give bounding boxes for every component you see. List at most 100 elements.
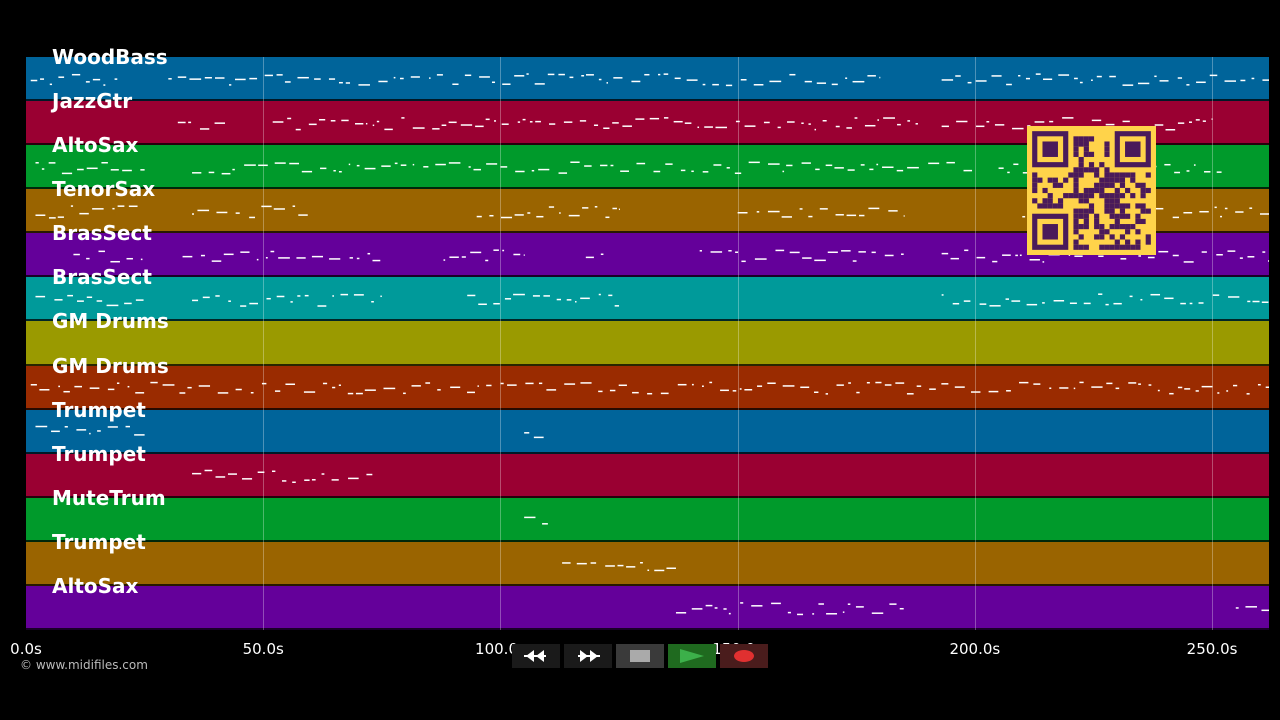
note-mark xyxy=(735,120,740,123)
note-mark xyxy=(647,569,650,572)
note-mark xyxy=(1209,74,1218,77)
note-mark xyxy=(549,123,556,125)
note-mark xyxy=(1033,383,1041,385)
note-mark xyxy=(1227,250,1236,252)
note-mark xyxy=(443,259,446,261)
track-label: WoodBass xyxy=(52,45,168,69)
note-mark xyxy=(590,562,597,564)
note-mark xyxy=(563,121,573,123)
note-mark xyxy=(1189,121,1192,123)
note-mark xyxy=(401,117,405,119)
stop-button[interactable] xyxy=(616,644,664,668)
note-mark xyxy=(460,124,473,126)
qr-code-icon[interactable] xyxy=(1027,126,1156,255)
note-mark xyxy=(876,163,879,166)
note-mark xyxy=(950,257,959,260)
play-button[interactable] xyxy=(668,644,716,668)
note-mark xyxy=(598,293,601,296)
note-mark xyxy=(322,382,328,385)
note-mark xyxy=(425,382,431,384)
note-mark xyxy=(680,169,686,172)
note-mark xyxy=(187,386,192,389)
note-mark xyxy=(582,207,589,209)
fast-forward-button[interactable] xyxy=(564,644,612,668)
note-mark xyxy=(500,382,504,385)
note-mark xyxy=(77,168,84,171)
note-mark xyxy=(353,294,364,296)
note-mark xyxy=(1247,256,1255,258)
note-mark xyxy=(640,561,643,564)
note-mark xyxy=(393,76,396,79)
note-mark xyxy=(593,124,599,126)
note-mark xyxy=(875,381,882,384)
note-mark xyxy=(507,384,517,386)
note-mark xyxy=(501,123,509,125)
note-mark xyxy=(1042,302,1045,304)
note-mark xyxy=(122,169,132,172)
track-lane xyxy=(26,277,1269,322)
note-mark xyxy=(114,78,118,80)
track-lane xyxy=(26,57,1269,102)
note-mark xyxy=(192,172,202,174)
note-mark xyxy=(410,76,420,78)
note-mark xyxy=(836,384,844,386)
note-mark xyxy=(1180,302,1186,305)
note-mark xyxy=(576,562,587,565)
note-mark xyxy=(304,294,309,297)
note-mark xyxy=(804,80,812,83)
note-mark xyxy=(606,82,609,84)
note-mark xyxy=(608,294,613,297)
note-mark xyxy=(660,392,669,395)
note-mark xyxy=(412,163,415,166)
note-mark xyxy=(740,602,744,604)
note-mark xyxy=(281,480,287,482)
note-mark xyxy=(715,126,727,129)
note-mark xyxy=(67,294,74,297)
note-mark xyxy=(801,162,811,164)
note-mark xyxy=(486,384,492,387)
note-mark xyxy=(258,164,268,167)
note-mark xyxy=(644,73,650,76)
note-mark xyxy=(1235,211,1244,213)
note-mark xyxy=(340,293,349,296)
note-mark xyxy=(162,384,175,386)
note-layer xyxy=(30,73,1269,616)
note-mark xyxy=(365,122,368,125)
note-mark xyxy=(1073,387,1076,390)
note-mark xyxy=(1025,77,1031,80)
note-mark xyxy=(1177,122,1185,124)
note-mark xyxy=(1019,254,1022,257)
note-mark xyxy=(899,607,904,610)
note-mark xyxy=(1138,255,1142,257)
note-mark xyxy=(372,124,375,127)
note-mark xyxy=(735,251,739,253)
note-mark xyxy=(612,122,619,124)
note-mark xyxy=(1245,606,1257,608)
note-mark xyxy=(1005,298,1009,300)
note-mark xyxy=(272,121,284,123)
note-mark xyxy=(97,430,101,432)
note-mark xyxy=(527,212,531,214)
note-mark xyxy=(473,168,481,171)
note-mark xyxy=(754,258,767,260)
note-mark xyxy=(30,384,37,386)
note-mark xyxy=(971,391,981,393)
copyright-text: © www.midifiles.com xyxy=(20,658,148,672)
note-mark xyxy=(673,120,683,123)
note-mark xyxy=(1026,303,1038,306)
note-mark xyxy=(858,251,866,253)
note-mark xyxy=(575,301,577,303)
note-mark xyxy=(654,569,665,572)
play-icon xyxy=(680,649,704,663)
note-mark xyxy=(58,76,65,78)
record-button[interactable] xyxy=(720,644,768,668)
note-mark xyxy=(54,299,63,301)
note-mark xyxy=(177,121,186,124)
note-mark xyxy=(240,251,250,253)
note-mark xyxy=(1129,295,1133,298)
note-mark xyxy=(852,260,857,262)
note-mark xyxy=(491,81,496,84)
note-mark xyxy=(192,213,194,215)
note-mark xyxy=(348,477,359,480)
rewind-button[interactable] xyxy=(512,644,560,668)
